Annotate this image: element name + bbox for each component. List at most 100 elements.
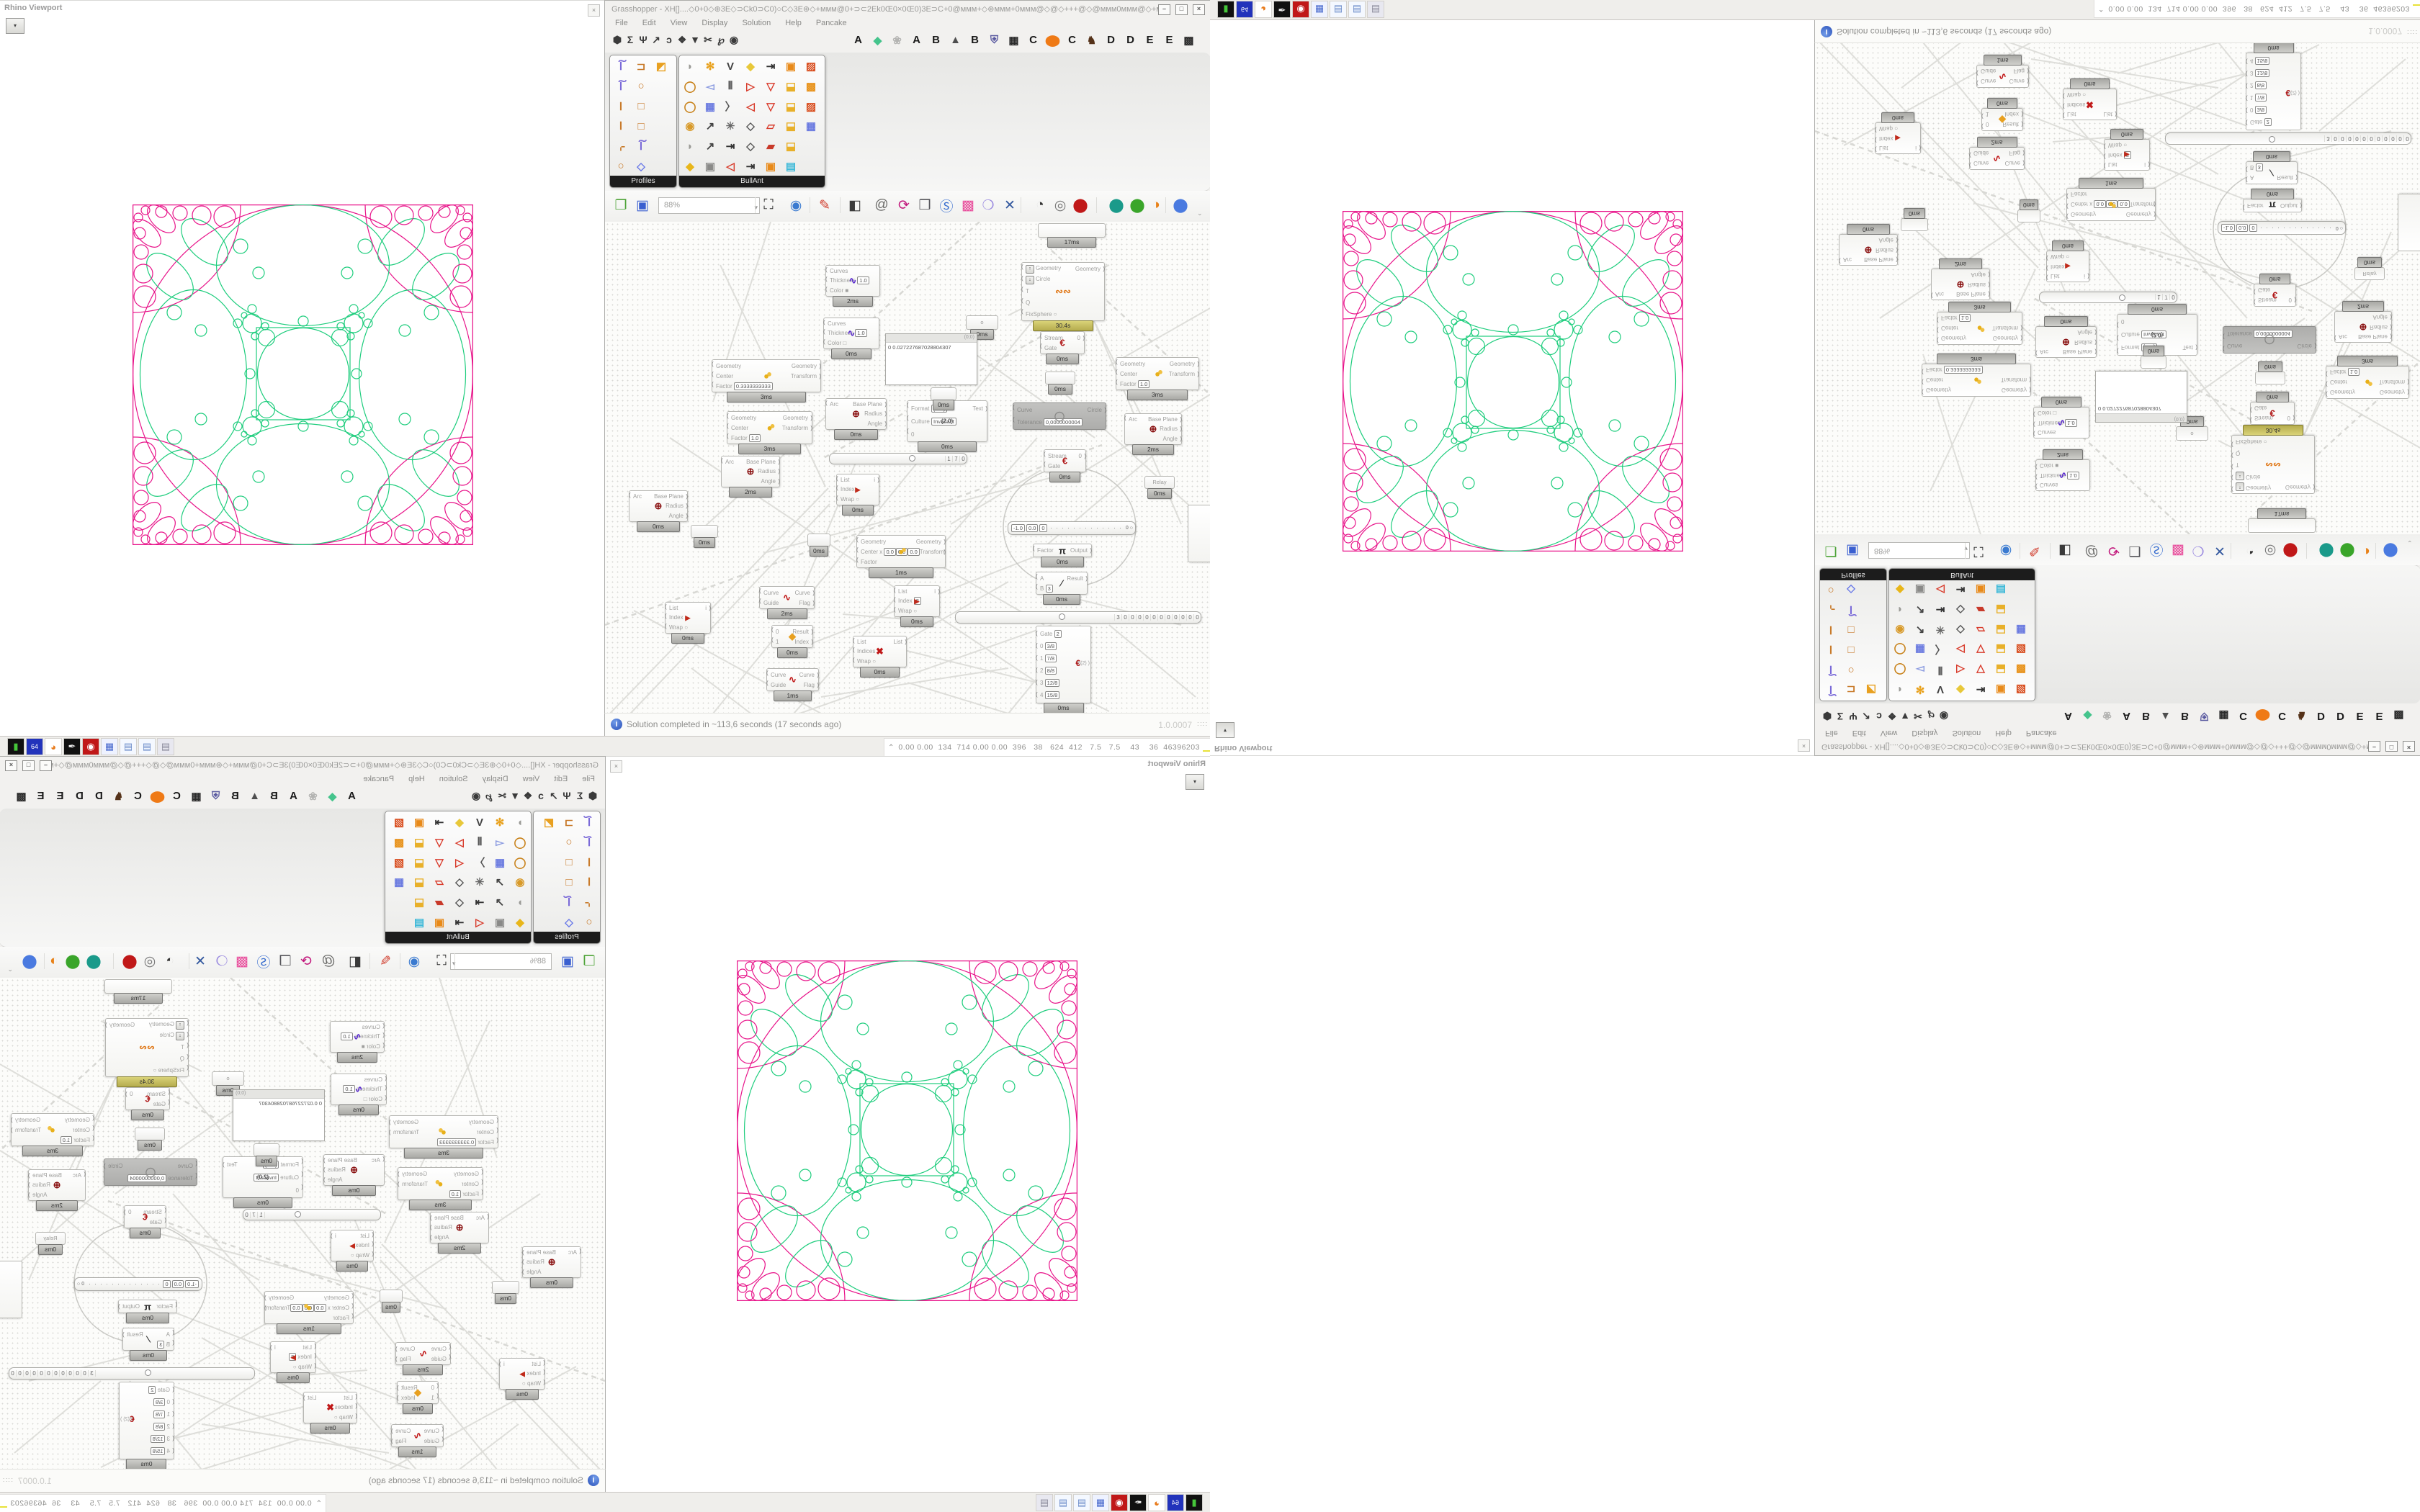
panel-label-bullant[interactable]: BullAnt (385, 932, 531, 943)
arc-component[interactable]: (Arc Base Plane )Radius )Angle )⊕ (28, 1169, 86, 1201)
value-box[interactable]: 0.0 (290, 1303, 302, 1312)
bullant-component-icon[interactable]: ↗ (1915, 623, 1925, 636)
value-box[interactable]: 1.0 (2065, 418, 2077, 427)
bullant-component-icon[interactable]: ▨ (805, 60, 817, 73)
arc-component[interactable]: (Arc Base Plane )Radius )Angle )⊕ (1839, 234, 1898, 266)
bullant-component-icon[interactable]: ▱ (766, 120, 775, 133)
relay-node[interactable] (2141, 356, 2166, 369)
gh-canvas[interactable]: (Geometry Geometry )(Center Transform )(… (0, 978, 605, 1470)
tab-d2[interactable]: D (2336, 710, 2344, 722)
arc-component[interactable]: (Arc Base Plane )Radius )Angle )⊕ (721, 456, 780, 487)
bullant-component-icon[interactable]: ◁ (1956, 643, 1965, 656)
panel-label-profiles[interactable]: Profiles (1820, 569, 1886, 580)
tab-mesh[interactable]: ▼ (690, 34, 700, 45)
value-box[interactable]: 0.3333333333 (1943, 366, 1983, 374)
menu-item-solution[interactable]: Solution (439, 775, 468, 783)
gha-button[interactable]: ⟳ (898, 197, 910, 213)
bullant-component-icon[interactable]: ◇ (1956, 603, 1965, 616)
bullant-component-icon[interactable]: ▷ (455, 836, 464, 849)
slider-handle[interactable]: 0 ○ (77, 1282, 85, 1287)
tab-intersect[interactable]: ✂ (498, 790, 506, 801)
maximize-button[interactable]: □ (22, 760, 35, 771)
tab-orange[interactable]: ⬤ (2254, 709, 2270, 721)
value-box[interactable]: 0.0 (2094, 200, 2106, 209)
bullant-component-icon[interactable]: 〉 (725, 101, 736, 114)
value-box[interactable]: 0 (2249, 224, 2257, 232)
panel-label-profiles[interactable]: Profiles (534, 932, 600, 943)
pi-component[interactable]: (Factor Output )π (1033, 544, 1092, 557)
at-button[interactable]: @ (2084, 544, 2099, 559)
value-box[interactable]: 0 (163, 1280, 171, 1288)
notepad-icon[interactable]: ▤ (1073, 1494, 1090, 1511)
tab-maths[interactable]: Σ (1837, 711, 1844, 722)
tab-e2[interactable]: E (1165, 34, 1173, 46)
tab-bird[interactable]: ♞ (113, 791, 124, 803)
bullant-component-icon[interactable]: ⬓ (413, 856, 425, 869)
menu-item-pancake[interactable]: Pancake (815, 19, 847, 27)
chevron-up-icon[interactable]: ⌃ (888, 743, 895, 752)
close-button[interactable]: × (5, 760, 17, 771)
profiles-component-icon[interactable]: □ (1847, 624, 1855, 636)
profiles-component-icon[interactable]: □ (637, 120, 645, 132)
tab-surface[interactable]: ❖ (677, 34, 687, 45)
bullant-component-icon[interactable]: ▷ (746, 80, 755, 93)
bullant-component-icon[interactable]: ⬓ (1995, 623, 2007, 636)
bullant-component-icon[interactable]: ▣ (765, 160, 776, 173)
bullant-component-icon[interactable]: ✳ (1935, 623, 1945, 636)
bullant-component-icon[interactable]: ◆ (455, 816, 464, 829)
value-box[interactable]: 0.0 (171, 1280, 184, 1288)
cut-component[interactable] (0, 1261, 22, 1318)
flip-curve-component[interactable]: (Curve Curve )(Guide Flag )∿ (391, 1424, 444, 1447)
profiles-component-icon[interactable]: Ⅰ͠ (619, 60, 623, 73)
menu-item-display[interactable]: Display (1912, 729, 1938, 737)
list-item-component[interactable]: (List i )(Index (Wrap ○ ► (499, 1358, 545, 1390)
arc-component[interactable]: (Arc Base Plane )Radius )Angle )⊕ (825, 398, 887, 430)
calculator-icon[interactable]: ▦ (1092, 1494, 1109, 1511)
tab-display[interactable]: ◉ (471, 790, 481, 801)
menu-item-view[interactable]: View (1880, 729, 1898, 737)
arc-component[interactable]: (Arc Base Plane )Radius )Angle )⊕ (2035, 326, 2097, 358)
relay-node[interactable] (691, 525, 718, 538)
scale-component[interactable]: (Geometry Geometry )(Center Transform )(… (398, 1167, 483, 1200)
green-sphere-button[interactable]: ⬤ (65, 953, 81, 969)
bullant-component-icon[interactable]: ↗ (1915, 603, 1925, 616)
division-component[interactable]: (A Result )(B 3⁄ (1036, 572, 1088, 595)
list-item-component[interactable]: (List i )(Index 8(Wrap ○ ► (894, 585, 940, 617)
tab-d1[interactable]: D (95, 790, 103, 802)
arc-component[interactable]: (Arc Base Plane )Radius )Angle )⊕ (430, 1212, 489, 1243)
bullant-component-icon[interactable]: ◅ (1916, 663, 1924, 676)
tab-gem[interactable]: ◆ (2083, 709, 2092, 721)
bullant-component-icon[interactable]: ↗ (495, 896, 505, 909)
slider-handle[interactable] (294, 1211, 301, 1218)
relay-node[interactable] (2017, 210, 2040, 222)
zoom-extents-button[interactable]: ⛶ (436, 953, 447, 968)
relay-node[interactable] (135, 1128, 165, 1140)
rhino-viewport-panel[interactable]: Rhino Viewport × ▾ (0, 0, 604, 737)
sphere-fit-component[interactable]: (↑Geometry Geometry )(↓Circle (T (Q (Fix… (1021, 262, 1105, 321)
bullant-component-icon[interactable]: ✻ (705, 60, 715, 73)
bullant-component-icon[interactable]: ◉ (685, 120, 695, 133)
data-panel[interactable]: (0;0)0 0.027227687028804307 (233, 1089, 325, 1141)
tab-shield[interactable]: ⛨ (990, 34, 999, 46)
zoom-combo[interactable]: 88% ▾ (658, 197, 760, 214)
value-box[interactable]: 3 (157, 1340, 165, 1349)
list-item-component[interactable]: (List i )(Index (Wrap ○ ► (836, 474, 879, 505)
relay-node[interactable] (492, 1281, 519, 1294)
tab-e1[interactable]: E (1146, 34, 1154, 46)
tab-display[interactable]: ◉ (729, 34, 739, 45)
firefox-icon[interactable]: ◕ (1255, 1, 1272, 18)
bullant-component-icon[interactable]: ✳ (725, 120, 735, 133)
value-box[interactable]: 1.0 (1137, 379, 1150, 388)
output-node[interactable]: o (966, 315, 998, 330)
value-box[interactable]: 15/8 (2254, 57, 2270, 65)
slider-handle[interactable] (909, 455, 916, 462)
value-box[interactable]: 0.0 (2236, 224, 2249, 232)
bullant-component-icon[interactable]: ▽ (1976, 663, 1985, 676)
blue-sphere-button[interactable]: ⬤ (2383, 543, 2398, 559)
list-item-component[interactable]: (List i )(Index (Wrap ○ ► (331, 1230, 374, 1261)
expand-button[interactable]: ↓ (2236, 471, 2244, 480)
preview-component[interactable]: (Curves (Thickness 1.0(Color □ ∿ (2033, 407, 2089, 438)
bullant-component-icon[interactable]: ◇ (455, 876, 464, 889)
